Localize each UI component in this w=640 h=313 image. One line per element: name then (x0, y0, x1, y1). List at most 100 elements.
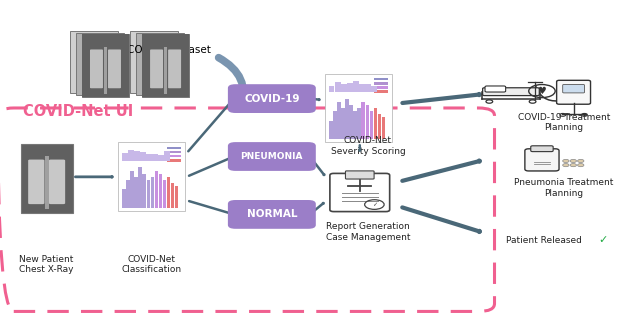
FancyBboxPatch shape (333, 111, 337, 139)
FancyBboxPatch shape (159, 174, 162, 208)
FancyBboxPatch shape (167, 159, 181, 162)
FancyBboxPatch shape (82, 34, 129, 97)
FancyBboxPatch shape (152, 154, 158, 161)
FancyBboxPatch shape (164, 47, 168, 94)
FancyBboxPatch shape (140, 152, 146, 161)
Circle shape (570, 159, 577, 162)
FancyBboxPatch shape (378, 114, 381, 139)
FancyBboxPatch shape (369, 111, 373, 139)
FancyBboxPatch shape (147, 180, 150, 208)
FancyBboxPatch shape (337, 102, 340, 139)
Text: ♥: ♥ (538, 86, 547, 96)
FancyBboxPatch shape (90, 49, 103, 88)
Circle shape (563, 159, 569, 162)
Text: COVID-Net
Severity Scoring: COVID-Net Severity Scoring (331, 136, 405, 156)
FancyBboxPatch shape (353, 111, 357, 139)
FancyBboxPatch shape (365, 105, 369, 139)
FancyBboxPatch shape (485, 86, 506, 92)
FancyBboxPatch shape (136, 33, 184, 95)
FancyBboxPatch shape (167, 147, 181, 149)
FancyBboxPatch shape (374, 82, 388, 85)
FancyBboxPatch shape (118, 142, 185, 211)
FancyBboxPatch shape (28, 160, 44, 204)
FancyBboxPatch shape (349, 105, 353, 139)
FancyBboxPatch shape (374, 78, 388, 80)
FancyBboxPatch shape (163, 180, 166, 208)
Circle shape (577, 159, 584, 162)
FancyBboxPatch shape (362, 102, 365, 139)
FancyBboxPatch shape (131, 31, 178, 93)
FancyBboxPatch shape (134, 151, 140, 161)
FancyBboxPatch shape (381, 117, 385, 139)
FancyBboxPatch shape (359, 84, 365, 92)
FancyBboxPatch shape (365, 84, 371, 92)
FancyBboxPatch shape (531, 146, 553, 151)
Text: Patient Released: Patient Released (506, 236, 582, 245)
FancyBboxPatch shape (341, 84, 346, 92)
FancyBboxPatch shape (347, 83, 353, 92)
FancyBboxPatch shape (346, 171, 374, 179)
FancyBboxPatch shape (353, 81, 358, 92)
Circle shape (577, 164, 584, 167)
FancyBboxPatch shape (557, 80, 591, 104)
FancyBboxPatch shape (70, 31, 118, 93)
Text: COVID-19: COVID-19 (244, 94, 300, 104)
FancyBboxPatch shape (330, 173, 390, 212)
Text: COVID-Net UI: COVID-Net UI (23, 104, 134, 119)
FancyBboxPatch shape (374, 90, 388, 93)
FancyBboxPatch shape (122, 189, 125, 208)
FancyBboxPatch shape (357, 108, 361, 139)
Text: PNEUMONIA: PNEUMONIA (241, 152, 303, 161)
FancyBboxPatch shape (20, 144, 72, 213)
Text: ✓: ✓ (372, 202, 377, 207)
FancyBboxPatch shape (150, 177, 154, 208)
Text: Pneumonia Treatment
Planning: Pneumonia Treatment Planning (515, 178, 614, 198)
FancyBboxPatch shape (76, 33, 124, 95)
FancyBboxPatch shape (164, 151, 170, 161)
FancyBboxPatch shape (374, 86, 388, 89)
FancyBboxPatch shape (525, 149, 559, 171)
Text: COVID-Net
Classification: COVID-Net Classification (122, 255, 182, 275)
FancyBboxPatch shape (335, 82, 340, 92)
FancyBboxPatch shape (150, 49, 163, 88)
Text: New Patient
Chest X-Ray: New Patient Chest X-Ray (19, 255, 74, 275)
FancyBboxPatch shape (128, 151, 134, 161)
FancyBboxPatch shape (126, 180, 130, 208)
Text: ✓: ✓ (598, 235, 608, 245)
FancyBboxPatch shape (175, 186, 179, 208)
FancyBboxPatch shape (167, 155, 181, 157)
FancyBboxPatch shape (329, 121, 333, 139)
FancyBboxPatch shape (159, 155, 164, 161)
FancyBboxPatch shape (122, 153, 127, 161)
FancyBboxPatch shape (155, 171, 158, 208)
FancyBboxPatch shape (142, 34, 189, 97)
Circle shape (570, 164, 577, 167)
FancyBboxPatch shape (483, 88, 540, 95)
FancyBboxPatch shape (131, 171, 134, 208)
Text: COVID-19 Treatment
Planning: COVID-19 Treatment Planning (518, 113, 611, 132)
FancyBboxPatch shape (138, 167, 142, 208)
FancyBboxPatch shape (325, 74, 392, 142)
FancyBboxPatch shape (563, 85, 584, 93)
FancyBboxPatch shape (82, 34, 129, 97)
FancyBboxPatch shape (49, 160, 65, 204)
FancyBboxPatch shape (329, 86, 335, 92)
Text: Report Generation
Case Management: Report Generation Case Management (326, 222, 410, 242)
FancyBboxPatch shape (134, 177, 138, 208)
Circle shape (563, 164, 569, 167)
FancyBboxPatch shape (143, 174, 146, 208)
FancyBboxPatch shape (167, 151, 181, 153)
FancyBboxPatch shape (108, 49, 121, 88)
Text: COVIDx Dataset: COVIDx Dataset (127, 45, 211, 55)
FancyBboxPatch shape (341, 108, 345, 139)
FancyBboxPatch shape (371, 86, 377, 92)
Text: NORMAL: NORMAL (246, 209, 297, 219)
FancyBboxPatch shape (147, 154, 152, 161)
FancyBboxPatch shape (374, 108, 377, 139)
FancyBboxPatch shape (167, 177, 170, 208)
FancyBboxPatch shape (104, 47, 108, 94)
FancyBboxPatch shape (171, 183, 174, 208)
FancyBboxPatch shape (142, 34, 189, 97)
FancyBboxPatch shape (228, 84, 316, 113)
FancyBboxPatch shape (168, 49, 181, 88)
